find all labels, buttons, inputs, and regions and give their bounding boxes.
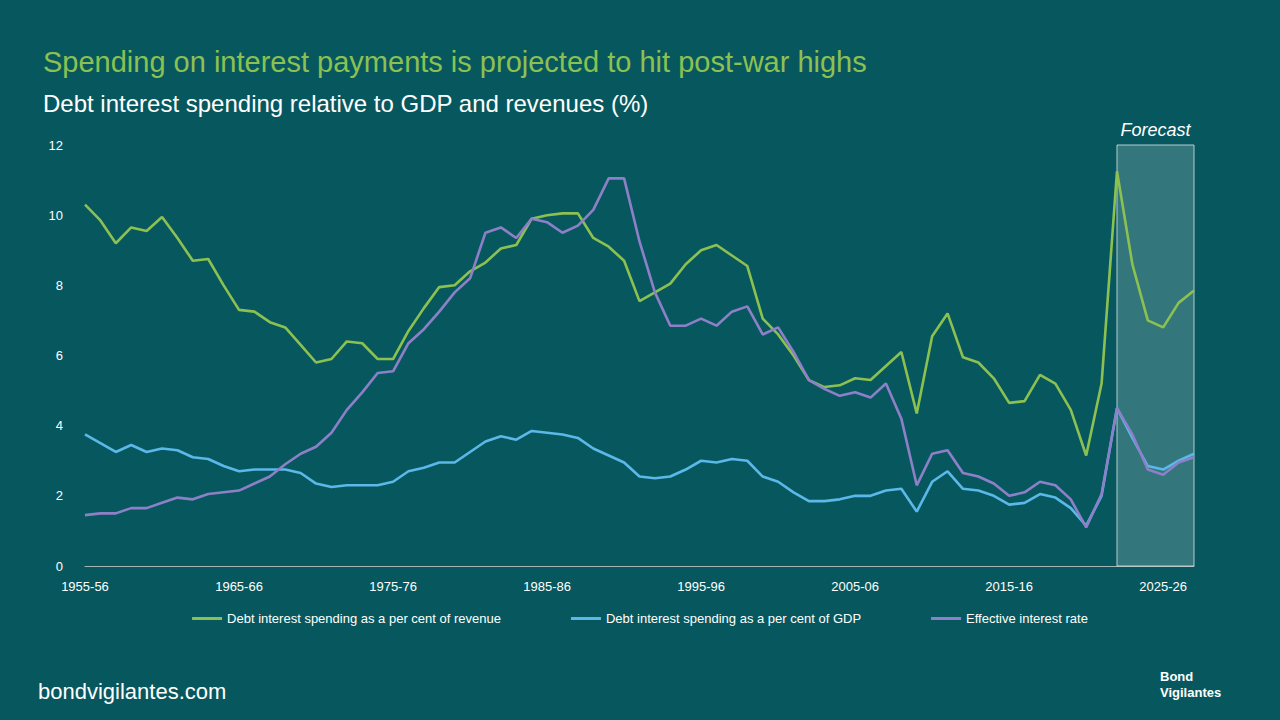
svg-text:Spending on interest payments: Spending on interest payments is project… <box>43 46 867 78</box>
svg-text:1985-86: 1985-86 <box>523 579 571 594</box>
svg-text:12: 12 <box>49 138 63 153</box>
svg-text:Forecast: Forecast <box>1120 120 1191 140</box>
svg-text:1995-96: 1995-96 <box>677 579 725 594</box>
svg-text:Debt interest spending as a pe: Debt interest spending as a per cent of … <box>227 611 501 626</box>
svg-text:2015-16: 2015-16 <box>985 579 1033 594</box>
svg-text:4: 4 <box>56 418 63 433</box>
svg-text:Effective interest rate: Effective interest rate <box>966 611 1088 626</box>
svg-text:Debt interest spending relativ: Debt interest spending relative to GDP a… <box>43 90 648 117</box>
svg-text:2005-06: 2005-06 <box>831 579 879 594</box>
svg-text:1965-66: 1965-66 <box>215 579 263 594</box>
svg-text:0: 0 <box>56 559 63 574</box>
svg-text:8: 8 <box>56 278 63 293</box>
svg-text:6: 6 <box>56 348 63 363</box>
svg-text:1955-56: 1955-56 <box>61 579 109 594</box>
svg-text:bondvigilantes.com: bondvigilantes.com <box>38 679 226 704</box>
svg-text:1975-76: 1975-76 <box>369 579 417 594</box>
svg-text:Bond: Bond <box>1160 669 1197 684</box>
svg-text:2025-26: 2025-26 <box>1139 579 1187 594</box>
svg-text:Debt interest spending as a pe: Debt interest spending as a per cent of … <box>606 611 861 626</box>
svg-text:Vigilantes: Vigilantes <box>1160 685 1221 700</box>
svg-text:10: 10 <box>49 208 63 223</box>
svg-text:2: 2 <box>56 488 63 503</box>
